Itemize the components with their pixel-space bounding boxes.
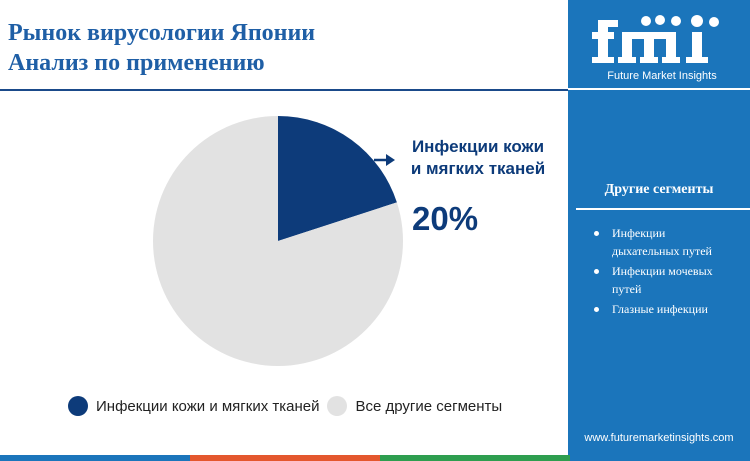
segment-line: дыхательных путей (612, 244, 712, 258)
segment-line: Инфекции мочевых (612, 264, 713, 278)
segment-line: Инфекции (612, 226, 666, 240)
slice-label: Инфекции кожи и мягких тканей (398, 136, 558, 180)
segment-line: Глазные инфекции (612, 302, 708, 316)
pie-chart (152, 116, 403, 367)
other-segments-list: Инфекции дыхательных путей Инфекции моче… (592, 224, 742, 320)
bottom-bar-segment (190, 455, 380, 461)
segments-divider (576, 208, 750, 210)
fmi-logo: Future Market Insights (592, 12, 732, 82)
list-item: Глазные инфекции (592, 300, 742, 318)
list-item: Инфекции дыхательных путей (592, 224, 742, 260)
bottom-color-bar (0, 455, 750, 461)
pie-slice-0 (278, 116, 397, 241)
bottom-bar-segment (380, 455, 570, 461)
logo-divider (568, 88, 750, 90)
fmi-logo-icon (592, 15, 719, 63)
other-segments-title: Другие сегменты (604, 182, 714, 197)
slice-value-label: 20% (412, 200, 479, 237)
legend-item-skin: Инфекции кожи и мягких тканей (68, 396, 319, 416)
sidebar: Future Market Insights Другие сегменты И… (568, 0, 750, 461)
legend-swatch-other (327, 396, 348, 416)
segment-line: путей (612, 282, 642, 296)
legend-item-other: Все другие сегменты (327, 396, 502, 416)
legend-swatch-skin (68, 396, 88, 416)
pie-slice-1 (152, 116, 403, 367)
legend-label-other: Все другие сегменты (355, 397, 503, 415)
bottom-bar-segment (0, 455, 190, 461)
legend-label-skin: Инфекции кожи и мягких тканей (96, 397, 320, 415)
logo-subtitle: Future Market Insights (607, 70, 717, 82)
chart-title-line2: Анализ по применению (8, 50, 265, 76)
slice-label-line2: и мягких тканей (410, 159, 546, 178)
chart-title: Рынок вирусологии Японии Анализ по приме… (8, 18, 548, 78)
website-link[interactable]: www.futuremarketinsights.com (584, 432, 734, 444)
slice-label-line1: Инфекции кожи (411, 137, 545, 156)
bottom-bar-segment (570, 455, 750, 461)
chart-legend: Инфекции кожи и мягких тканей Все другие… (68, 396, 510, 416)
arrow-right-icon (374, 154, 395, 166)
title-divider (0, 89, 568, 91)
list-item: Инфекции мочевых путей (592, 262, 742, 298)
chart-title-line1: Рынок вирусологии Японии (8, 20, 316, 46)
